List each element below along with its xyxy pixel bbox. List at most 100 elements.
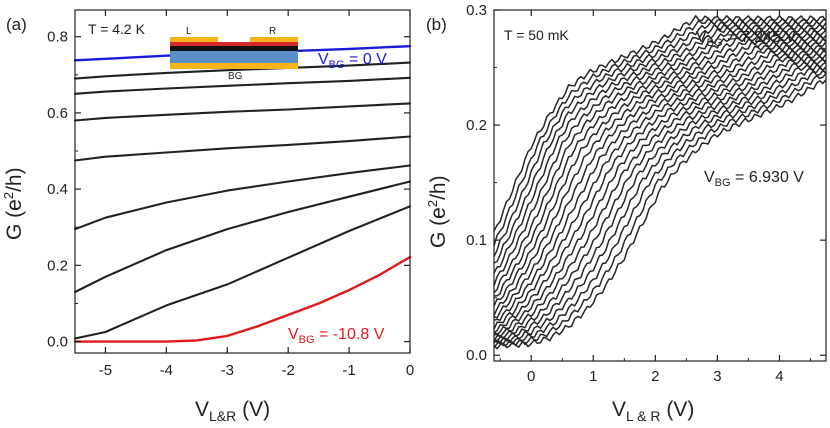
panel-b-xlabel-unit: (V): [661, 398, 695, 421]
panel-b-xlabel-main: V: [612, 398, 626, 421]
panel-a-xtick-label: -2: [282, 362, 295, 379]
panel-b-ytick-label: 0.1: [466, 232, 487, 249]
panel-b-xtick-label: 3: [713, 368, 721, 385]
panel-b-plot: [493, 15, 827, 350]
panel-b-ytick-label: 0.2: [466, 117, 487, 134]
panel-b-curve-4: [493, 66, 827, 344]
panel-a-curve-4: [73, 102, 412, 122]
panel-a-xtick-label: -1: [342, 362, 355, 379]
inset-top-layer: [170, 42, 298, 46]
panel-a-xtick-label: -4: [160, 362, 173, 379]
panel-b-ylabel-unit: /h): [427, 175, 450, 200]
panel-b-ylabel: G (e2/h): [425, 175, 450, 248]
panel-a-xtick-label: -3: [221, 362, 234, 379]
label-vbg-0-sub: BG: [329, 59, 345, 71]
panel-b-ticks: 0 1 2 3 4 0.0 0.1 0.2 0.3: [466, 2, 826, 385]
label-vbg-0-prefix: V: [318, 51, 329, 68]
panel-b-curve-16: [493, 32, 827, 293]
panel-b-ylabel-sup: 2: [425, 200, 440, 207]
panel-b-curve-5: [493, 63, 827, 343]
inset-substrate: [170, 51, 298, 63]
panel-a-xtick-label: 0: [406, 362, 414, 379]
panel-a-ylabel-unit: /h): [3, 167, 26, 192]
inset-right-contact: [250, 37, 298, 42]
panel-b-curve-20: [493, 20, 827, 257]
panel-b-curve-18: [493, 26, 827, 274]
panel-a-curve-8: [73, 205, 412, 340]
panel-a-ytick-label: 0.4: [47, 181, 68, 198]
panel-b-xlabel-sub: L & R: [626, 408, 661, 424]
panel-a-curve-9: [73, 255, 412, 343]
panel-b-curve-21: [493, 17, 827, 247]
panel-a-xlabel-sub: L&R: [209, 408, 236, 424]
panel-b-curve-1: [493, 79, 827, 350]
panel-b-curve-15: [493, 35, 827, 297]
inset-label-BG: BG: [228, 71, 243, 82]
panel-b-curve-10: [493, 49, 827, 330]
panel-a-xtick-label: -5: [99, 362, 112, 379]
panel-b-xtick-label: 1: [589, 368, 597, 385]
panel-a-label: (a): [6, 15, 27, 34]
panel-b-curve-19: [493, 23, 827, 264]
panel-b-curve-12: [493, 43, 827, 319]
inset-left-contact: [170, 37, 218, 42]
panel-a-ylabel: G (e2/h): [1, 167, 26, 240]
panel-a-ylabel-sup: 2: [1, 192, 16, 199]
panel-a-curve-7: [73, 180, 412, 294]
panel-b-curve-9: [493, 52, 827, 334]
panel-b-frame: [493, 9, 827, 362]
label-vbg-6930-sub: BG: [715, 177, 731, 189]
panel-a-curve-6: [73, 164, 412, 231]
panel-b-curve-22: [493, 15, 827, 232]
panel-a-curve-2: [73, 61, 412, 80]
panel-b-curve-3: [493, 69, 827, 345]
inset-dark-layer: [170, 46, 298, 51]
label-vbg-6930-text: = 6.930 V: [731, 169, 805, 186]
panel-a-ylabel-main: G (e: [3, 199, 26, 240]
panel-b-xtick-label: 4: [775, 368, 783, 385]
label-vbg-6930: VBG = 6.930 V: [704, 169, 804, 189]
panel-a-ticks: -5 -4 -3 -2 -1 0 0.0 0.2 0.4 0.6 0.8: [47, 10, 414, 379]
panel-b-xtick-label: 2: [651, 368, 659, 385]
panel-b-temperature: T = 50 mK: [504, 27, 569, 43]
panel-b-ytick-label: 0.3: [466, 2, 487, 19]
panel-b-ytick-label: 0.0: [466, 347, 487, 364]
panel-b-curve-13: [493, 40, 827, 316]
panel-b-curve-2: [493, 72, 827, 348]
panel-a-curve-5: [73, 135, 412, 162]
label-vbg-6930-prefix: V: [704, 169, 715, 186]
inset-label-L: L: [186, 26, 192, 37]
label-vbg-neg: VBG = -10.8 V: [288, 326, 385, 346]
panel-a-ytick-label: 0.2: [47, 257, 68, 274]
label-vbg-7245-prefix: V: [696, 29, 707, 46]
panel-b-xtick-label: 0: [527, 368, 535, 385]
panel-b-xlabel: VL & R (V): [612, 398, 694, 424]
panel-a-xlabel-unit: (V): [236, 398, 270, 421]
panel-a-frame: [74, 9, 411, 354]
label-vbg-neg-sub: BG: [299, 334, 315, 346]
panel-a-ytick-label: 0.0: [47, 334, 68, 351]
panel-b-curve-7: [493, 58, 827, 338]
panel-a-plot: [73, 45, 412, 343]
inset-gate: [170, 63, 298, 69]
panel-b-label: (b): [426, 15, 447, 34]
panel-a-ytick-label: 0.8: [47, 29, 68, 46]
device-inset: L R BG: [170, 26, 298, 82]
panel-a-temperature: T = 4.2 K: [88, 21, 146, 37]
label-vbg-0: VBG = 0 V: [318, 51, 387, 71]
panel-b-curve-8: [493, 55, 827, 336]
panel-a-curve-3: [73, 76, 412, 95]
label-vbg-7245-text: = 7.245 V: [723, 29, 797, 46]
label-vbg-7245-sub: BG: [707, 37, 723, 49]
panel-a-xlabel-main: V: [195, 398, 209, 421]
panel-b-ylabel-main: G (e: [427, 207, 450, 248]
panel-a-ytick-label: 0.6: [47, 105, 68, 122]
panel-b-curve-17: [493, 29, 827, 287]
inset-label-R: R: [269, 26, 276, 37]
panel-a-xlabel: VL&R (V): [195, 398, 270, 424]
panel-b-curve-6: [493, 61, 827, 342]
label-vbg-0-text: = 0 V: [345, 51, 388, 68]
label-vbg-7245: VBG = 7.245 V: [696, 29, 796, 49]
label-vbg-neg-text: = -10.8 V: [315, 326, 385, 343]
